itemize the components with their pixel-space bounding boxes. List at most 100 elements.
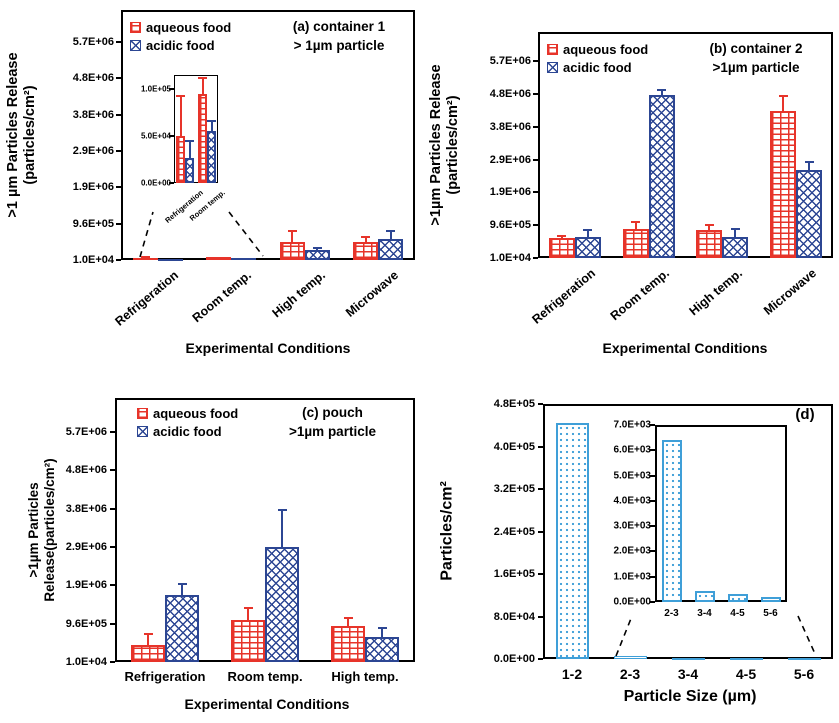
bar-particles-1-2	[555, 423, 589, 659]
y-axis-label-line: >1 µm Particles Release	[4, 52, 21, 218]
x-tick-label: 2-3	[619, 666, 641, 682]
y-tick-mark	[116, 77, 121, 80]
y-tick-mark	[110, 469, 115, 472]
bar-particles-5-6	[760, 596, 781, 602]
legend-item-aqueous-food: aqueous food	[130, 20, 231, 36]
y-tick-label: 5.7E+06	[65, 425, 107, 438]
y-tick-mark	[116, 41, 121, 44]
error-bar-cap	[583, 228, 593, 231]
y-tick-label: 0.0E+00	[613, 596, 651, 608]
bar-aqueous-food-high-temp	[331, 626, 365, 662]
y-tick-label: 9.6E+05	[72, 217, 114, 230]
error-bar-acidic-food-refrigeration	[181, 584, 183, 595]
error-bar-aqueous-food-refrigeration	[179, 95, 182, 137]
plot-box	[655, 425, 787, 602]
y-tick-label: 3.2E+05	[493, 483, 535, 495]
error-bar-aqueous-food-room-temp	[634, 221, 637, 229]
plot-box	[174, 75, 218, 183]
y-tick-label: 0.0E+00	[493, 653, 535, 665]
error-bar-acidic-food-microwave	[389, 231, 392, 239]
error-bar-aqueous-food-high-temp	[347, 618, 349, 627]
bar-aqueous-food-refrigeration	[132, 258, 158, 261]
y-tick-label: 3.8E+06	[489, 120, 531, 133]
y-tick-mark	[538, 530, 543, 533]
error-bar-cap	[287, 230, 297, 233]
bar-acidic-food-room-temp	[648, 94, 675, 258]
bar-acidic-food-microwave	[378, 238, 404, 260]
y-tick-label: 1.9E+06	[72, 181, 114, 194]
y-tick-label: 1.0E+04	[65, 656, 107, 668]
legend: aqueous food acidic food	[130, 20, 231, 55]
y-axis-label-line: (particles/cm²)	[22, 85, 38, 185]
legend-label: acidic food	[563, 59, 632, 75]
error-bar-cap	[778, 95, 788, 98]
x-tick-label: 3-4	[697, 608, 712, 619]
y-tick-label: 4.8E+06	[489, 87, 531, 100]
y-tick-mark	[110, 622, 115, 625]
error-bar-aqueous-food-microwave	[364, 236, 367, 242]
panel-title-line: (c) pouch	[302, 405, 363, 420]
y-tick-label: 5.7E+06	[489, 55, 531, 68]
y-tick-label: 0.0E+00	[140, 178, 171, 188]
y-tick-label: 4.0E+03	[613, 495, 651, 507]
y-tick-mark	[538, 573, 543, 575]
y-tick-mark	[110, 545, 115, 548]
bar-aqueous-food-high-temp	[279, 242, 305, 260]
legend: aqueous food acidic food	[137, 406, 238, 441]
y-tick-label: 9.6E+05	[65, 617, 107, 630]
bar-acidic-food-refrigeration	[574, 236, 601, 258]
error-bar-cap	[143, 632, 153, 635]
y-tick-mark	[650, 449, 655, 452]
y-tick-mark	[650, 575, 655, 578]
bar-aqueous-food-room-temp	[231, 619, 265, 662]
error-bar-acidic-food-room-temp	[281, 509, 283, 548]
x-tick-label: 4-5	[730, 608, 745, 619]
bar-particles-3-4	[694, 590, 715, 602]
error-bar-cap	[312, 247, 322, 250]
y-axis-label-line: >1µm Particles	[26, 482, 42, 578]
legend-label: aqueous food	[146, 20, 232, 35]
y-tick-mark	[533, 257, 538, 259]
error-bar-cap	[185, 139, 194, 142]
y-axis-label: Particles/cm²	[439, 481, 458, 581]
y-tick-mark	[650, 601, 655, 603]
legend-marker-aqueous-food	[547, 44, 558, 56]
panel-b-container-2: 1.0E+04 9.6E+05 1.9E+06 2.9E+06 3.8E+06 4.8E+…	[420, 0, 839, 378]
y-tick-label: 2.4E+05	[493, 525, 535, 538]
error-bar-cap	[361, 235, 371, 238]
legend-item-aqueous-food: aqueous food	[547, 42, 648, 58]
error-bar-cap	[176, 94, 185, 97]
y-tick-mark	[110, 430, 115, 433]
legend-marker-acidic-food	[137, 425, 148, 437]
panel-a-container-1: 1.0E+04 9.6E+05 1.9E+06 2.9E+06 3.8E+06 4.8E+…	[0, 0, 420, 378]
y-tick-label: 3.8E+06	[65, 502, 107, 515]
y-tick-label: 7.0E+03	[613, 419, 651, 431]
y-tick-label: 5.7E+06	[72, 36, 114, 49]
y-tick-label: 2.9E+06	[72, 145, 114, 158]
panel-title-line: >1µm particle	[289, 423, 376, 439]
error-bar-aqueous-food-microwave	[782, 96, 785, 112]
bar-particles-4-5	[729, 657, 763, 660]
y-tick-mark	[650, 499, 655, 502]
panel-d-particle-size: 0.0E+00 8.0E+04 1.6E+05 2.4E+05 3.2E+05 4.0E+…	[420, 380, 839, 723]
y-tick-mark	[116, 222, 121, 225]
error-bar-cap	[207, 120, 216, 123]
y-tick-mark	[650, 525, 655, 528]
legend-marker-aqueous-food	[130, 22, 141, 34]
y-tick-label: 3.8E+06	[72, 108, 114, 121]
y-tick-label: 1.0E+03	[613, 571, 651, 583]
error-bar-cap	[198, 76, 207, 79]
y-tick-mark	[538, 445, 543, 448]
bar-particles-5-6	[787, 657, 821, 660]
y-axis-label: >1µm Particles Release (particles/cm²)	[428, 64, 462, 225]
bar-aqueous-food-microwave	[770, 111, 797, 258]
y-tick-label: 1.0E+05	[140, 84, 171, 94]
bar-acidic-food-microwave	[796, 170, 823, 258]
x-tick-label: 5-6	[793, 666, 815, 682]
y-tick-label: 4.8E+06	[72, 72, 114, 85]
panel-title: (b) container 2 >1µm particle	[682, 40, 830, 78]
legend-label: aqueous food	[153, 406, 239, 421]
error-bar-acidic-food-room-temp	[660, 89, 663, 95]
y-tick-label: 8.0E+04	[493, 610, 535, 623]
panel-title-line: > 1µm particle	[293, 37, 385, 53]
